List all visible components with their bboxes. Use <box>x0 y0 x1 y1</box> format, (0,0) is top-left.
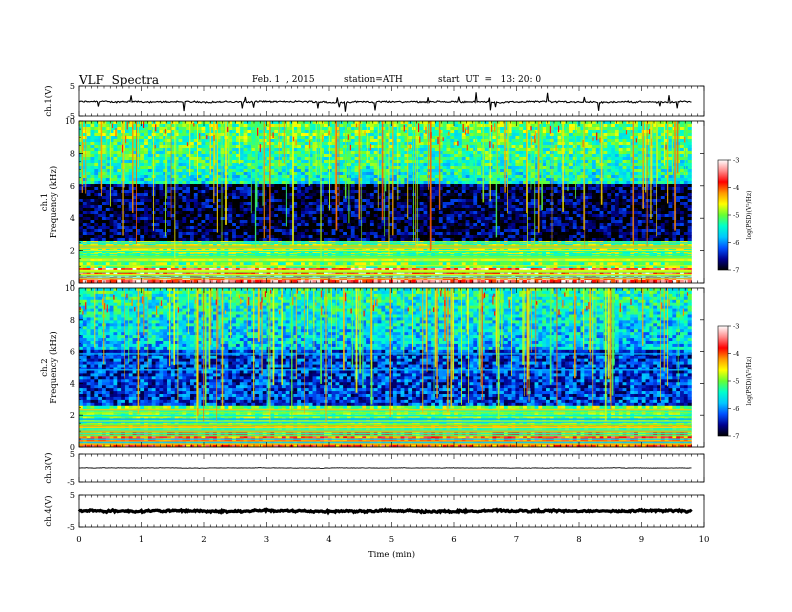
station-label: station=ATH <box>344 75 403 85</box>
colorbar-1 <box>717 159 729 271</box>
trace-line-ch4-voltage <box>77 507 693 516</box>
ylabel-ch1-spectrogram: Frequency (kHz) <box>48 166 59 238</box>
ytick-label-ch3-voltage: 5 <box>70 450 75 459</box>
start-time-label: start UT = 13: 20: 0 <box>438 75 542 85</box>
ylabel-ch4-voltage: ch.4(V) <box>43 495 54 526</box>
colorbar-2 <box>717 325 729 437</box>
ylabel-ch2-spectrogram: ch.2 <box>40 358 50 376</box>
colorbar-tick-label: -4 <box>733 350 739 358</box>
xtick-label: 4 <box>326 535 331 545</box>
ytick-label-ch3-voltage: -5 <box>67 478 75 487</box>
colorbar-tick-label: -4 <box>733 184 739 192</box>
spectrogram-ch2-spectrogram <box>79 288 692 448</box>
ytick-label-ch4-voltage: 5 <box>70 491 75 500</box>
xlabel: Time (min) <box>368 549 415 560</box>
ylabel-ch2-spectrogram: Frequency (kHz) <box>48 331 59 403</box>
ytick-label-ch2-spectrogram: 4 <box>70 379 75 388</box>
colorbar-tick-label: -5 <box>733 378 739 386</box>
ytick-label-ch4-voltage: -5 <box>67 523 75 532</box>
figure-title: VLF Spectra <box>79 73 160 87</box>
xtick-label: 1 <box>139 535 144 545</box>
colorbar-label: log(PSD)(V²/Hz) <box>746 357 753 406</box>
ytick-label-ch1-spectrogram: 10 <box>65 117 75 126</box>
trace-line-ch1-voltage <box>78 92 692 112</box>
ytick-label-ch1-voltage: -5 <box>67 112 75 121</box>
xtick-label: 7 <box>514 535 519 545</box>
ytick-label-ch2-spectrogram: 10 <box>65 284 75 293</box>
ytick-label-ch1-spectrogram: 0 <box>70 279 75 288</box>
xtick-label: 10 <box>699 535 710 545</box>
ytick-label-ch1-spectrogram: 2 <box>70 247 75 256</box>
ytick-label-ch2-spectrogram: 0 <box>70 443 75 452</box>
xtick-label: 2 <box>201 535 206 545</box>
xtick-label: 8 <box>576 535 581 545</box>
ylabel-ch1-voltage: ch.1(V) <box>43 85 54 116</box>
xtick-label: 5 <box>389 535 394 545</box>
xtick-label: 9 <box>639 535 644 545</box>
xtick-label: 6 <box>451 535 456 545</box>
colorbar-tick-label: -7 <box>733 433 739 441</box>
colorbar-tick-label: -5 <box>733 212 739 220</box>
colorbar-label: log(PSD)(V²/Hz) <box>746 191 753 240</box>
colorbar-tick-label: -6 <box>733 239 739 247</box>
spectrogram-ch1-spectrogram <box>79 121 692 284</box>
date-label: Feb. 1 , 2015 <box>252 75 315 85</box>
ytick-label-ch2-spectrogram: 2 <box>70 411 75 420</box>
xtick-label: 3 <box>264 535 269 545</box>
colorbar-tick-label: -6 <box>733 405 739 413</box>
trace-line-ch3-voltage <box>78 467 692 469</box>
ytick-label-ch1-spectrogram: 6 <box>70 182 75 191</box>
ytick-label-ch2-spectrogram: 6 <box>70 348 75 357</box>
ytick-label-ch1-spectrogram: 4 <box>70 214 75 223</box>
colorbar-tick-label: -3 <box>733 157 739 165</box>
ylabel-ch1-spectrogram: ch.1 <box>40 193 50 211</box>
ytick-label-ch1-spectrogram: 8 <box>70 149 75 158</box>
colorbar-tick-label: -3 <box>733 323 739 331</box>
ylabel-ch3-voltage: ch.3(V) <box>43 452 54 483</box>
ytick-label-ch1-voltage: 5 <box>70 82 75 91</box>
colorbar-tick-label: -7 <box>733 267 739 275</box>
xtick-label: 0 <box>76 535 81 545</box>
ytick-label-ch2-spectrogram: 8 <box>70 316 75 325</box>
